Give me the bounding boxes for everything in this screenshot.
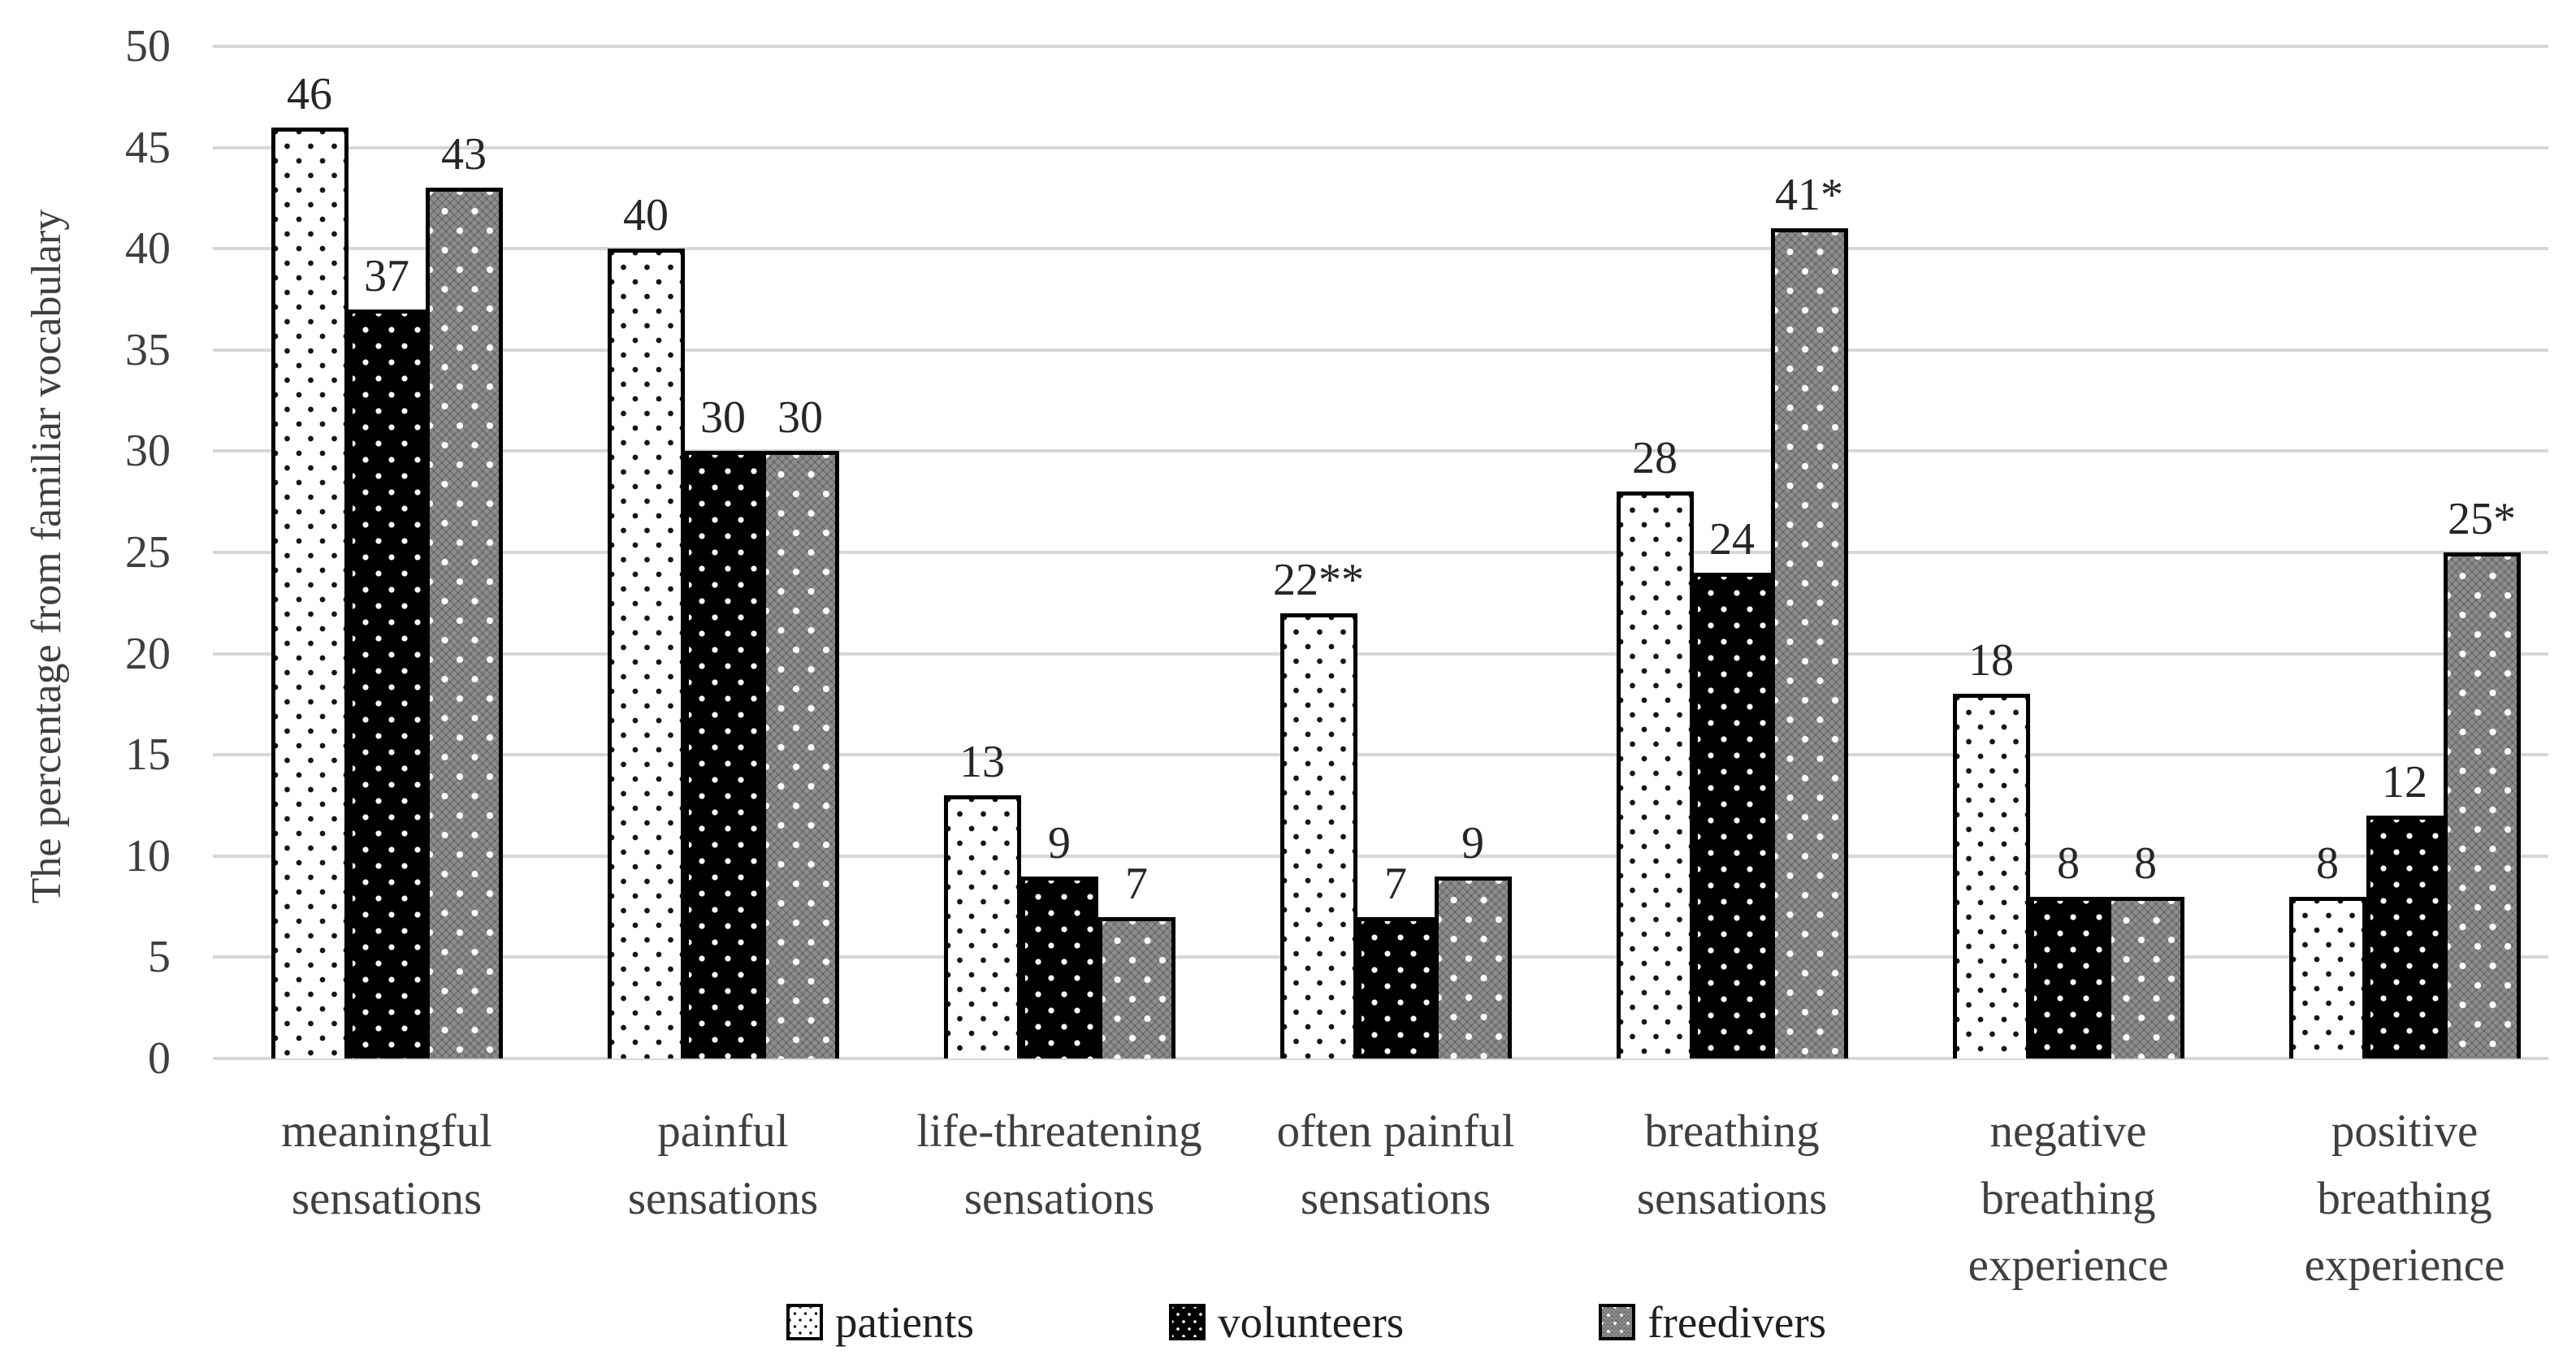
legend-swatch-volunteers [1169,1304,1206,1340]
bar-group: 40 30 30 [555,190,891,1058]
bar-value-label: 41* [1775,170,1843,220]
y-tick-label: 20 [125,628,171,679]
gridline [213,551,2548,554]
bar-volunteers: 30 [684,392,762,1058]
y-tick-label: 35 [125,324,171,375]
bar-group: 46 37 43 [219,69,555,1058]
gridline [213,652,2548,656]
legend-item-freedivers: freedivers [1599,1297,1826,1348]
bar-value-label: 22** [1273,555,1364,605]
y-tick-label: 45 [125,122,171,173]
category-label: meaningful sensations [281,1106,492,1224]
bar-group: 13 9 7 [891,737,1227,1058]
bar-value-label: 8 [2057,838,2080,889]
bar-value-label: 9 [1048,818,1071,868]
bar-freedivers: 30 [761,392,839,1058]
y-tick-label: 15 [125,729,171,781]
legend-label: volunteers [1218,1297,1405,1347]
legend-item-patients: patients [786,1297,974,1348]
category-label: negative breathing experience [1968,1106,2169,1292]
bar-value-label: 28 [1632,433,1678,483]
y-tick-label: 25 [125,527,171,578]
gridline [213,348,2548,352]
bar-freedivers: 7 [1098,859,1175,1058]
bar-freedivers: 25* [2443,494,2521,1058]
gridline [213,753,2548,757]
bar-freedivers: 8 [2106,838,2184,1058]
category-label: life-threatening sensations [916,1106,1202,1224]
bar-volunteers: 12 [2366,757,2444,1058]
bar-freedivers: 43 [425,129,503,1058]
y-tick-label: 0 [148,1033,171,1084]
bar-value-label: 9 [1461,818,1484,868]
bar-volunteers: 37 [348,251,426,1058]
legend-swatch-patients [786,1304,823,1340]
legend-item-volunteers: volunteers [1169,1297,1404,1348]
gridline [213,45,2548,48]
bar-volunteers: 24 [1693,514,1771,1058]
legend-label: freedivers [1647,1297,1827,1347]
category-label: painful sensations [627,1106,819,1224]
bar-patients: 18 [1952,635,2030,1058]
bar-freedivers: 9 [1434,818,1512,1058]
bar-patients: 46 [271,69,349,1058]
bar-value-label: 12 [2382,757,2427,807]
bar-patients: 40 [607,190,685,1058]
category-label: positive breathing experience [2304,1106,2505,1292]
bar-value-label: 46 [287,69,332,119]
bar-volunteers: 8 [2029,838,2107,1058]
bar-value-label: 40 [623,190,669,240]
bar-volunteers: 9 [1020,818,1098,1058]
bar-value-label: 43 [441,129,487,180]
y-tick-label: 5 [148,932,171,983]
bar-group: 22** 7 9 [1227,555,1564,1058]
bar-value-label: 7 [1125,859,1148,909]
legend: patients volunteers freedivers [786,1297,1826,1348]
gridline [213,145,2548,149]
bar-value-label: 30 [777,392,823,443]
gridline [213,247,2548,251]
bar-patients: 8 [2288,838,2366,1058]
bar-value-label: 37 [364,251,409,301]
bar-value-label: 30 [700,392,746,443]
bar-value-label: 18 [1968,635,2014,686]
gridline [213,449,2548,453]
bar-patients: 22** [1273,555,1364,1058]
bar-value-label: 8 [2134,838,2157,889]
legend-swatch-freedivers [1599,1304,1636,1340]
legend-label: patients [835,1297,975,1347]
category-label: breathing sensations [1636,1106,1828,1224]
bar-patients: 13 [943,737,1021,1058]
bar-patients: 28 [1616,433,1694,1058]
gridline [213,1057,2548,1060]
gridline [213,854,2548,858]
x-axis-category-labels: meaningful sensations painful sensations l… [219,1098,2573,1300]
category-label: often painful sensations [1276,1106,1515,1224]
bar-value-label: 25* [2448,494,2516,544]
y-tick-label: 40 [125,223,171,275]
bar-value-label: 8 [2316,838,2339,889]
bar-value-label: 7 [1384,859,1407,909]
bar-freedivers: 41* [1770,170,1848,1058]
bar-groups: 46 37 43 40 30 30 13 9 7 22** 7 9 28 24 41* 18 8 8 8 12 25* [219,43,2573,1058]
bar-group: 18 8 8 [1900,635,2236,1058]
y-tick-label: 30 [125,426,171,477]
bar-value-label: 13 [959,737,1005,787]
bar-group: 28 24 41* [1564,170,1900,1058]
bar-group: 8 12 25* [2236,494,2573,1058]
y-tick-label: 50 [125,21,171,71]
bar-value-label: 24 [1709,514,1755,565]
bar-volunteers: 7 [1357,859,1435,1058]
y-tick-label: 10 [125,830,171,881]
